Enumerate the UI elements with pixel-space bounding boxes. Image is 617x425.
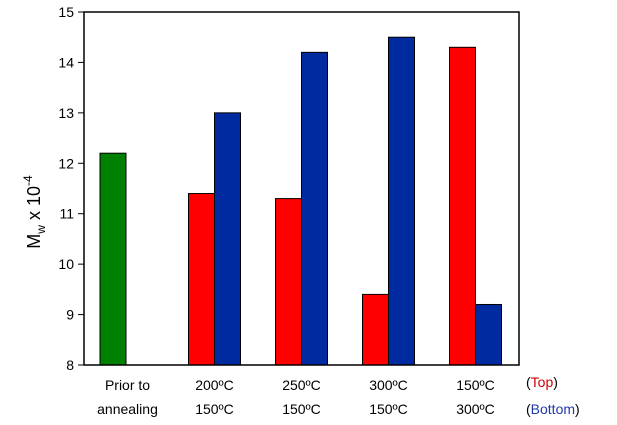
legend-bottom-label: Bottom [531, 401, 575, 417]
y-axis-ticks: 8 9 10 11 12 13 14 15 [58, 4, 84, 373]
legend-bottom-open: ( [526, 401, 531, 417]
bars-group [99, 36, 502, 366]
legend-top-close: ) [553, 374, 558, 390]
bar-bottom-2 [301, 51, 328, 366]
legend-top-open: ( [526, 374, 531, 390]
y-tick-label: 8 [66, 357, 74, 373]
y-tick-label: 12 [58, 155, 74, 171]
x-category-label-2: 300ºC [456, 401, 495, 417]
legend-top-label: Top [531, 374, 554, 390]
y-label-subscript: w [34, 225, 48, 235]
bar-bottom-3 [388, 36, 415, 366]
y-tick-label: 15 [58, 4, 74, 20]
y-tick-label: 14 [58, 54, 74, 70]
x-category-label-2: 150ºC [195, 401, 234, 417]
y-axis-label: Mw x 10-4 [21, 175, 48, 249]
bar-top-1 [188, 193, 215, 366]
x-category-label-1: 150ºC [456, 377, 495, 393]
y-tick-label: 13 [58, 105, 74, 121]
legend-top: (Top) [526, 374, 558, 390]
y-label-superscript: -4 [21, 175, 35, 186]
legend: (Top) (Bottom) [526, 374, 580, 417]
x-category-label-1: Prior to [105, 377, 150, 393]
y-label-mid: x 10 [24, 186, 44, 225]
bar-top-3 [362, 293, 389, 366]
bar-top-2 [275, 198, 302, 366]
x-category-label-1: 300ºC [369, 377, 408, 393]
plot-frame [83, 11, 520, 366]
legend-bottom-close: ) [575, 401, 580, 417]
bar-bottom-4 [475, 303, 502, 366]
bar-prior-0 [99, 152, 127, 366]
x-category-label-2: 150ºC [282, 401, 321, 417]
y-tick-label: 11 [59, 206, 74, 222]
y-label-base: M [24, 234, 44, 249]
x-category-label-2: 150ºC [369, 401, 408, 417]
bar-bottom-1 [214, 112, 241, 366]
y-tick-label: 9 [66, 307, 74, 323]
x-category-label-2: annealing [97, 401, 158, 417]
y-tick-label: 10 [58, 256, 74, 272]
x-category-label-1: 250ºC [282, 377, 321, 393]
x-category-label-1: 200ºC [195, 377, 234, 393]
bar-top-4 [449, 46, 476, 366]
x-axis-categories: Prior to annealing 200ºC 150ºC 250ºC 150ºC 300… [97, 377, 495, 417]
legend-bottom: (Bottom) [526, 401, 580, 417]
